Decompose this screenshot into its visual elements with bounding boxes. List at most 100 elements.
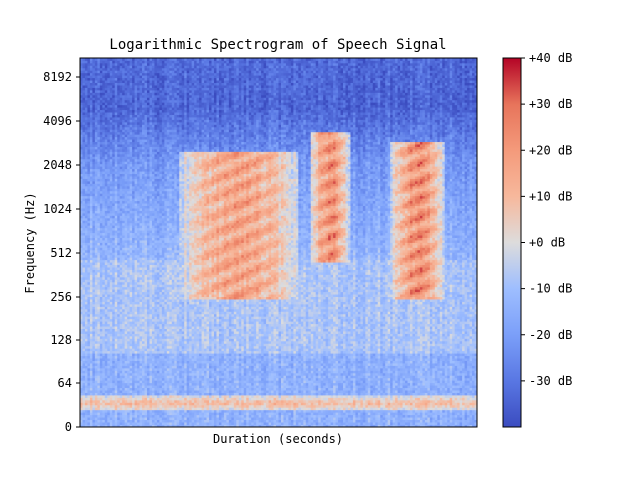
heat-cell (147, 358, 150, 361)
heat-cell (105, 329, 108, 332)
heat-cell (85, 90, 88, 93)
heat-cell (107, 191, 110, 194)
heat-cell (125, 186, 128, 189)
heat-cell (120, 366, 123, 369)
heat-cell (120, 341, 123, 344)
heat-cell (159, 363, 162, 366)
heat-cell (137, 191, 140, 194)
heat-cell (157, 144, 160, 147)
heat-cell (130, 97, 133, 100)
heat-cell (115, 60, 118, 63)
heat-cell (110, 63, 113, 66)
heat-cell (110, 68, 113, 71)
heat-cell (90, 97, 93, 100)
heat-cell (90, 321, 93, 324)
heat-cell (127, 321, 130, 324)
heat-cell (122, 321, 125, 324)
heat-cell (152, 223, 155, 226)
heat-cell (95, 282, 98, 285)
heat-cell (115, 233, 118, 236)
heat-cell (157, 370, 160, 373)
heat-cell (142, 208, 145, 211)
heat-cell (154, 198, 157, 201)
heat-cell (142, 284, 145, 287)
heat-cell (87, 343, 90, 346)
heat-cell (147, 233, 150, 236)
heat-cell (97, 225, 100, 228)
heat-cell (102, 334, 105, 337)
heat-cell (154, 147, 157, 150)
heat-cell (120, 267, 123, 270)
heat-cell (130, 270, 133, 273)
heat-cell (87, 255, 90, 258)
heat-cell (145, 171, 148, 174)
heat-cell (127, 243, 130, 246)
heat-cell (82, 316, 85, 319)
heat-cell (130, 292, 133, 295)
heat-cell (120, 279, 123, 282)
heat-cell (127, 149, 130, 152)
heat-cell (137, 257, 140, 260)
heat-cell (87, 267, 90, 270)
heat-cell (140, 383, 143, 386)
heat-cell (130, 363, 133, 366)
heat-cell (92, 75, 95, 78)
heat-cell (92, 230, 95, 233)
heat-cell (82, 188, 85, 191)
heat-cell (100, 282, 103, 285)
heat-cell (145, 235, 148, 238)
heat-cell (102, 257, 105, 260)
heat-cell (140, 115, 143, 118)
heat-cell (142, 102, 145, 105)
heat-cell (110, 183, 113, 186)
heat-cell (135, 304, 138, 307)
heat-cell (154, 85, 157, 88)
heat-cell (120, 230, 123, 233)
heat-cell (149, 63, 152, 66)
heat-cell (105, 238, 108, 241)
heat-cell (154, 373, 157, 376)
heat-cell (147, 297, 150, 300)
heat-cell (112, 70, 115, 73)
heat-cell (127, 154, 130, 157)
heat-cell (130, 176, 133, 179)
heat-cell (142, 247, 145, 250)
heat-cell (130, 164, 133, 167)
heat-cell (135, 378, 138, 381)
heat-cell (140, 211, 143, 214)
heat-cell (112, 321, 115, 324)
heat-cell (87, 88, 90, 91)
heat-cell (152, 228, 155, 231)
heat-cell (100, 75, 103, 78)
heat-cell (112, 311, 115, 314)
heat-cell (157, 120, 160, 123)
heat-cell (142, 166, 145, 169)
heat-cell (82, 78, 85, 81)
heat-cell (145, 147, 148, 150)
heat-cell (125, 105, 128, 108)
heat-cell (120, 311, 123, 314)
heat-cell (105, 299, 108, 302)
heat-cell (115, 279, 118, 282)
heat-cell (149, 90, 152, 93)
heat-cell (117, 75, 120, 78)
heat-cell (90, 329, 93, 332)
heat-cell (102, 363, 105, 366)
heat-cell (112, 390, 115, 393)
heat-cell (102, 95, 105, 98)
heat-cell (87, 257, 90, 260)
heat-cell (117, 122, 120, 125)
heat-cell (149, 343, 152, 346)
heat-cell (142, 358, 145, 361)
heat-cell (157, 299, 160, 302)
heat-cell (130, 127, 133, 130)
heat-cell (82, 326, 85, 329)
heat-cell (159, 218, 162, 221)
heat-cell (105, 262, 108, 265)
heat-cell (100, 149, 103, 152)
heat-cell (97, 277, 100, 280)
heat-cell (159, 238, 162, 241)
heat-cell (127, 420, 130, 423)
heat-cell (107, 294, 110, 297)
heat-cell (147, 262, 150, 265)
